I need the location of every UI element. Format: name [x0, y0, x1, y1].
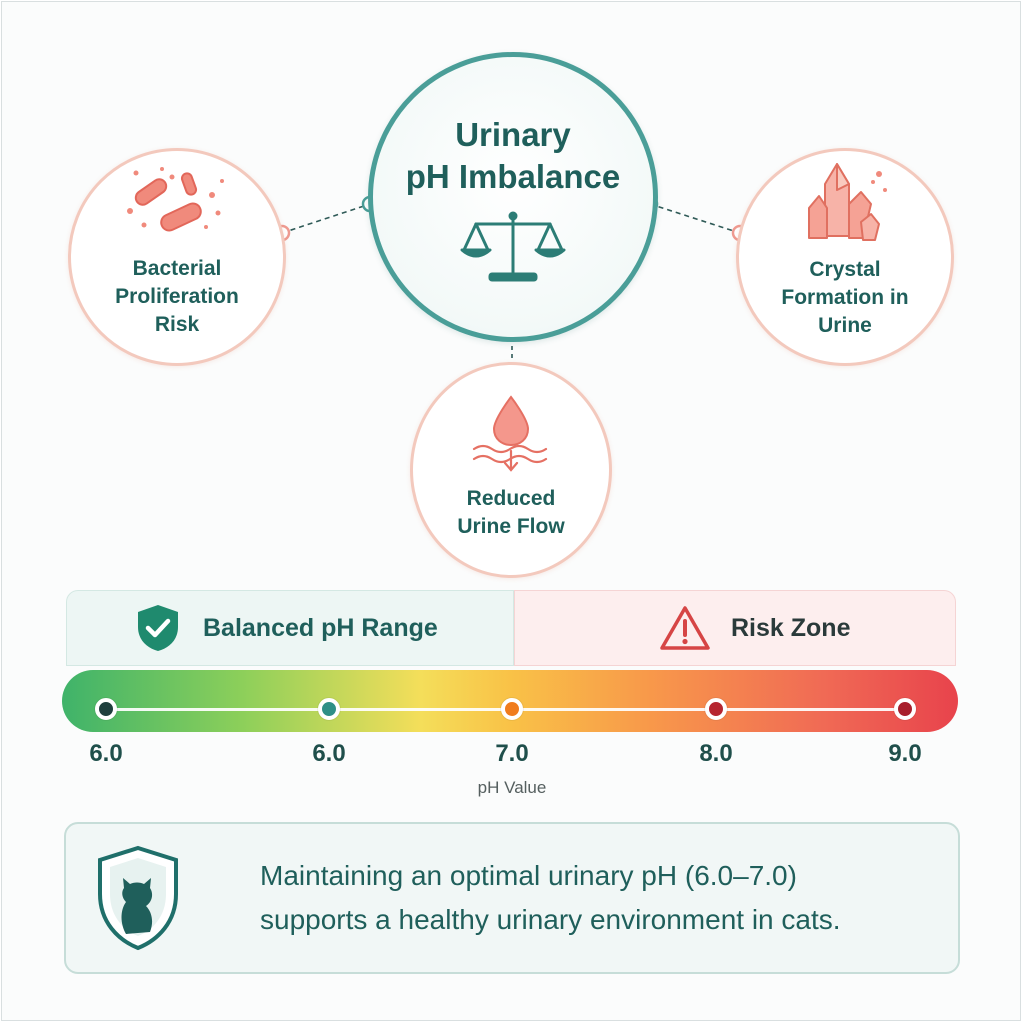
ph-tick-label: 6.0 [312, 740, 346, 767]
note-text: Maintaining an optimal urinary pH (6.0–7… [260, 860, 841, 935]
ph-tick-dot [894, 698, 916, 720]
center-title: Urinary pH Imbalance [405, 116, 621, 195]
info-note: Maintaining an optimal urinary pH (6.0–7… [64, 822, 960, 974]
connector-right [649, 203, 741, 234]
reduced-urine-flow-node: Reduced Urine Flow [410, 362, 612, 578]
bacterial-proliferation-node: Bacterial Proliferation Risk [68, 148, 286, 366]
balance-scale-icon [460, 211, 566, 282]
warning-icon [660, 606, 710, 650]
connector-left [281, 203, 371, 234]
ph-tick-label: 8.0 [699, 740, 733, 767]
ph-tick-dot [95, 698, 117, 720]
balanced-range-label: Balanced pH Range [203, 613, 438, 642]
cat-shield-icon [98, 845, 178, 951]
bacteria-icon [127, 167, 224, 232]
crystal-formation-node: Crystal Formation in Urine [736, 148, 954, 366]
ph-axis-label: pH Value [477, 778, 547, 797]
balanced-range-header: Balanced pH Range [66, 590, 514, 666]
ph-tick-label: 9.0 [888, 740, 922, 767]
bacterial-proliferation-label: Bacterial Proliferation Risk [115, 257, 239, 336]
ph-tick-dot [318, 698, 340, 720]
droplet-flow-icon [472, 395, 548, 472]
crystal-icon [808, 163, 887, 241]
risk-zone-header: Risk Zone [514, 590, 956, 666]
ph-tick-dot [501, 698, 523, 720]
risk-zone-label: Risk Zone [731, 613, 851, 642]
ph-tick-label: 7.0 [495, 740, 529, 767]
crystal-formation-label: Crystal Formation in Urine [781, 258, 909, 337]
ph-tick-dot [705, 698, 727, 720]
ph-tick-label: 6.0 [89, 740, 123, 767]
reduced-urine-flow-label: Reduced Urine Flow [457, 487, 565, 538]
center-node: Urinary pH Imbalance [368, 52, 658, 342]
shield-check-icon [138, 605, 178, 651]
